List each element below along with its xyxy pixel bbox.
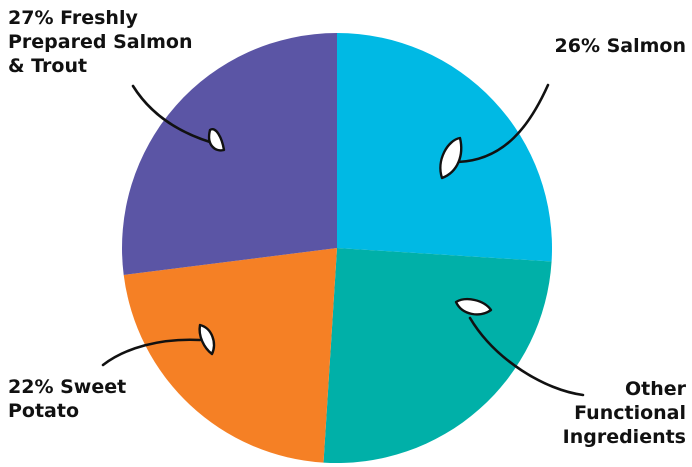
arrow-head-freshly [207,128,226,152]
pie-slice-other-functional-ingredients [323,248,552,464]
slice-labels: 26% Salmon Other Functional Ingredients 22% … [8,7,687,448]
slice-label-line: & Trout [8,55,87,77]
arrow-other [468,316,585,397]
pie-slice-sweet-potato [123,248,337,463]
arrow-sweet-potato [101,338,202,367]
slice-label-line: Other [625,378,687,400]
slice-label-freshly-prepared-salmon-trout: 27% Freshly Prepared Salmon & Trout [8,7,192,77]
arrow-head-sweet-potato [198,323,216,356]
slice-label-salmon: 26% Salmon [555,35,687,57]
arrow-salmon [456,83,550,164]
label-arrows [101,83,585,397]
slice-label-other-functional-ingredients: Other Functional Ingredients [563,378,687,448]
pie-slices [122,33,553,464]
slice-label-line: 22% Sweet [8,376,126,398]
slice-label-line: Ingredients [563,426,686,448]
arrow-head-other [454,298,493,316]
pie-slice-salmon [337,33,553,262]
slice-label-line: 26% Salmon [555,35,687,57]
slice-label-line: Prepared Salmon [8,31,192,53]
pie-slice-freshly-prepared-salmon-trout [122,33,337,275]
slice-label-line: 27% Freshly [8,7,138,29]
arrow-head-salmon [439,136,463,180]
slice-label-sweet-potato: 22% Sweet Potato [8,376,126,422]
slice-label-line: Potato [8,400,79,422]
arrow-freshly [131,84,212,144]
slice-label-line: Functional [574,402,686,424]
